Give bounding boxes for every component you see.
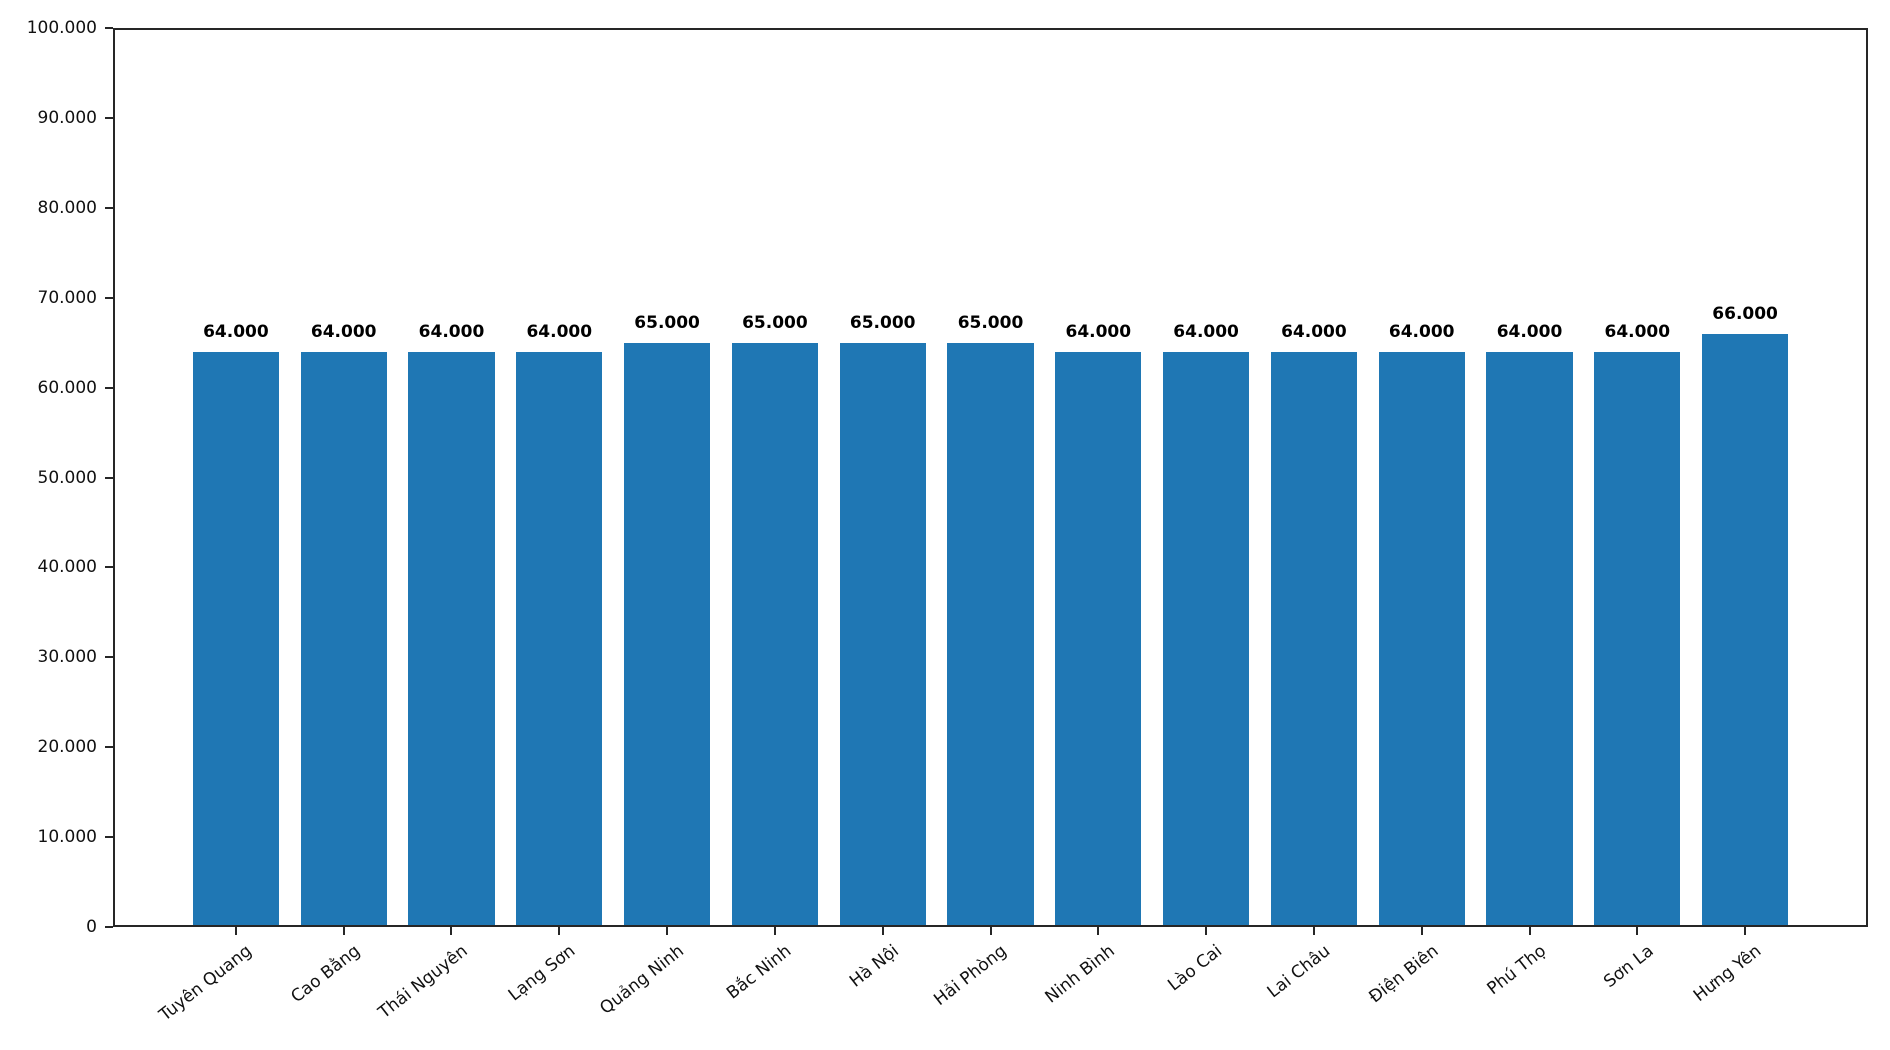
bar-value-label: 65.000 (849, 312, 916, 333)
x-tick-label: Bắc Ninh (723, 941, 796, 1004)
x-tick-label: Hà Nội (846, 941, 904, 992)
x-tick-mark (342, 927, 345, 935)
bar-value-label: 66.000 (1712, 303, 1778, 324)
x-tick-mark (1205, 927, 1208, 935)
bar-value-label: 65.000 (742, 312, 808, 333)
bar-value-label: 64.000 (526, 321, 593, 342)
y-tick-label: 100.000 (26, 18, 97, 38)
x-tick-label: Quảng Ninh (595, 941, 688, 1019)
bar (1486, 351, 1573, 927)
bar (1701, 333, 1789, 927)
bar-value-label: 64.000 (418, 321, 485, 342)
x-tick-mark (881, 927, 884, 935)
x-tick-mark (234, 927, 237, 935)
x-tick-label: Phú Thọ (1483, 941, 1550, 1000)
x-tick-label: Thái Nguyên (374, 941, 472, 1023)
x-tick-label: Sơn La (1600, 941, 1658, 993)
bar (192, 351, 279, 927)
y-tick-mark (105, 656, 113, 659)
y-tick-mark (105, 836, 113, 839)
y-tick-label: 30.000 (37, 647, 97, 668)
y-tick-mark (105, 116, 113, 119)
y-tick-mark (105, 386, 113, 389)
y-tick-label: 0 (86, 917, 97, 937)
y-tick-mark (105, 746, 113, 749)
bar (516, 351, 603, 927)
bar (1055, 351, 1142, 927)
bar (1270, 351, 1358, 927)
y-tick-label: 50.000 (37, 467, 97, 488)
x-tick-label: Cao Bằng (287, 941, 365, 1008)
y-tick-label: 20.000 (37, 737, 97, 758)
bar-value-label: 65.000 (957, 312, 1024, 333)
y-tick-label: 40.000 (37, 557, 97, 578)
x-tick-label: Lạng Sơn (505, 941, 580, 1006)
bar-value-label: 64.000 (1496, 321, 1563, 342)
x-tick-mark (558, 927, 561, 935)
x-tick-mark (666, 927, 669, 935)
y-tick-mark (105, 296, 113, 299)
bar-value-label: 64.000 (1388, 321, 1455, 342)
y-tick-label: 10.000 (37, 827, 97, 848)
x-tick-mark (1097, 927, 1100, 935)
bar (623, 342, 711, 927)
x-tick-label: Lai Châu (1263, 941, 1335, 1003)
bar (731, 342, 818, 927)
y-tick-mark (105, 476, 113, 479)
x-tick-label: Hải Phòng (930, 941, 1011, 1010)
bar (839, 342, 926, 927)
x-tick-mark (1636, 927, 1639, 935)
x-tick-mark (773, 927, 776, 935)
bar (1594, 351, 1681, 927)
bar (408, 351, 495, 927)
y-tick-mark (105, 27, 113, 29)
y-tick-mark (105, 926, 113, 928)
y-tick-label: 70.000 (37, 287, 97, 308)
y-tick-label: 60.000 (37, 377, 97, 398)
x-tick-label: Tuyên Quang (156, 941, 257, 1026)
x-tick-label: Lào Cai (1164, 941, 1227, 996)
y-tick-mark (105, 206, 113, 209)
bar (1162, 351, 1250, 927)
x-tick-mark (1528, 927, 1531, 935)
bar-value-label: 64.000 (1281, 321, 1347, 342)
y-tick-label: 90.000 (37, 107, 97, 128)
y-tick-label: 80.000 (37, 197, 97, 218)
bar-value-label: 64.000 (1173, 321, 1239, 342)
bar-value-label: 64.000 (203, 321, 269, 342)
x-tick-mark (1744, 927, 1747, 935)
bar-value-label: 64.000 (310, 321, 377, 342)
bar (300, 351, 387, 927)
y-tick-mark (105, 566, 113, 569)
x-tick-label: Điện Biên (1364, 941, 1443, 1008)
x-tick-mark (1312, 927, 1315, 935)
x-tick-mark (1420, 927, 1423, 935)
bar (947, 342, 1034, 927)
x-tick-mark (450, 927, 453, 935)
x-tick-label: Hưng Yên (1690, 941, 1766, 1006)
bar (1378, 351, 1465, 927)
bar-value-label: 65.000 (634, 312, 700, 333)
x-tick-label: Ninh Bình (1041, 941, 1119, 1008)
x-tick-mark (989, 927, 992, 935)
bar-value-label: 64.000 (1604, 321, 1671, 342)
bar-value-label: 64.000 (1065, 321, 1132, 342)
